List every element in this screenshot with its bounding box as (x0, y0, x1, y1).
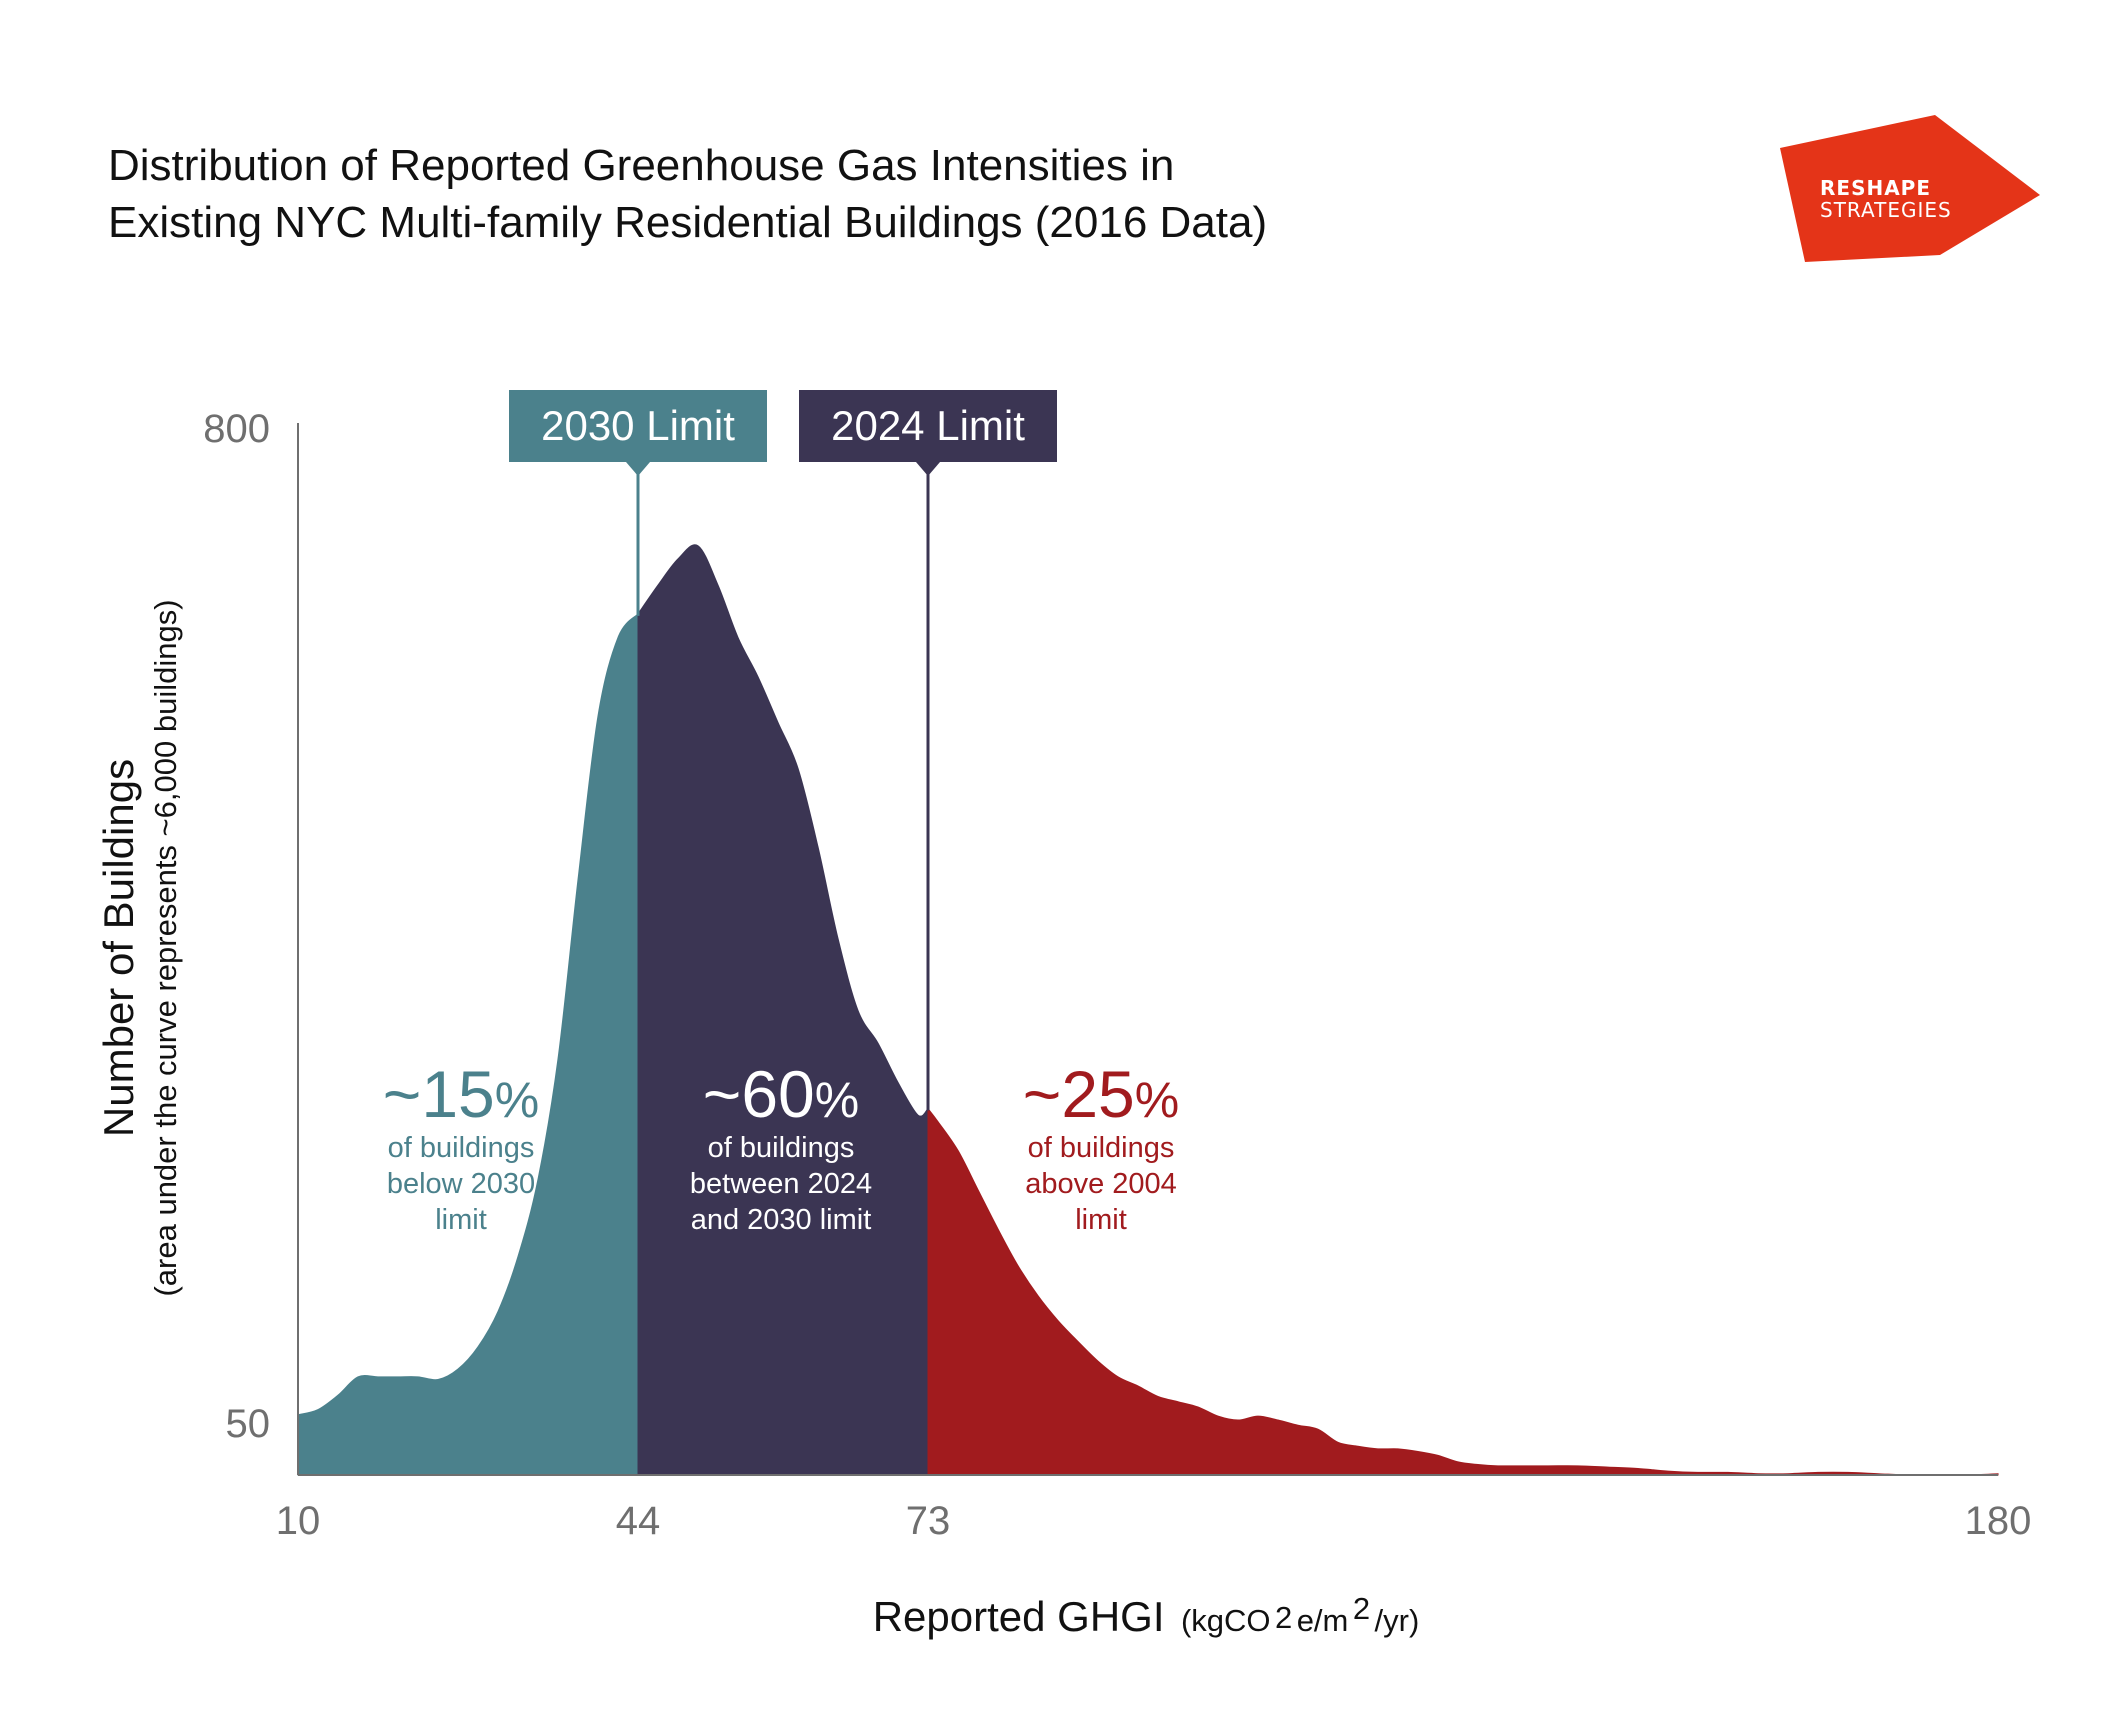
axes: 10 44 73 180 50 800 (203, 407, 2031, 1543)
region-label-above-2024-percent: ~25% (1023, 1057, 1179, 1131)
limit-2030-marker: 2030 Limit (509, 390, 767, 616)
logo-text-line-2: STRATEGIES (1820, 198, 1952, 222)
x-axis-unit-b: e/m (1297, 1603, 1349, 1638)
x-axis-unit-a: (kgCO (1181, 1603, 1271, 1638)
x-axis-unit-sub: 2 (1275, 1600, 1292, 1635)
x-axis-label: Reported GHGI (873, 1593, 1165, 1640)
region-label-below-2030-note-line-2: below 2030 (387, 1168, 535, 1200)
region-label-above-2024: ~25%of buildings above 2004 limit (1023, 1057, 1179, 1236)
limit-2030-label: 2030 Limit (541, 402, 735, 449)
region-label-below-2030-note-line-1: of buildings (388, 1132, 535, 1164)
logo-text-line-1: RESHAPE (1820, 176, 1931, 200)
y-axis-title: Number of Buildings (area under the curv… (95, 599, 183, 1296)
region-label-below-2030-note-line-3: limit (435, 1204, 487, 1236)
area-between-limits (637, 544, 929, 1476)
plot-area: 2030 Limit 2024 Limit ~15%of buildingsbel… (203, 390, 2031, 1543)
y-axis-sublabel: (area under the curve represents ~6,000 … (148, 599, 183, 1296)
limit-2030-pointer (626, 462, 650, 476)
x-tick-label-73: 73 (906, 1499, 951, 1543)
y-axis-label: Number of Buildings (95, 759, 142, 1137)
limit-2024-label-box (799, 390, 1057, 462)
x-tick-label-180: 180 (1965, 1499, 2032, 1543)
limit-markers: 2030 Limit 2024 Limit (509, 390, 1057, 1111)
x-axis-unit-sup: 2 (1353, 1591, 1370, 1626)
svg-text:Reported GHGI (kgCO: Reported GHGI (kgCO 2 e/m 2 /yr) (873, 1591, 1420, 1640)
region-label-below-2030-percent: ~15% (383, 1057, 539, 1131)
region-label-between: ~60%of buildings between 2024 and 2030 lim… (690, 1057, 872, 1236)
area-above-2024-limit (927, 1107, 1999, 1476)
area-below-2030-limit (297, 612, 639, 1476)
region-label-above-2024-note-line-3: limit (1075, 1204, 1127, 1236)
chart-title: Distribution of Reported Greenhouse Gas … (108, 141, 1267, 247)
region-label-between-note-line-3: and 2030 limit (691, 1204, 872, 1236)
region-label-between-note-line-1: of buildings (708, 1132, 855, 1164)
x-axis-unit-c: /yr) (1375, 1603, 1420, 1638)
region-label-between-note-line-2: between 2024 (690, 1168, 872, 1200)
region-label-above-2024-note-line-2: above 2004 (1025, 1168, 1177, 1200)
region-label-above-2024-note-line-1: of buildings (1028, 1132, 1175, 1164)
logo-arrow-shape (1780, 115, 2040, 262)
limit-2024-pointer (916, 462, 940, 476)
region-label-below-2030: ~15%of buildings below 2030 limit (383, 1057, 539, 1236)
distribution-areas (297, 544, 1999, 1476)
limit-2024-label: 2024 Limit (831, 402, 1025, 449)
x-tick-label-10: 10 (276, 1499, 321, 1543)
limit-2024-marker: 2024 Limit (799, 390, 1057, 1111)
x-tick-label-44: 44 (616, 1499, 661, 1543)
y-tick-label-800: 800 (203, 407, 270, 451)
region-label-between-percent: ~60% (703, 1057, 859, 1131)
chart-title-line-2: Existing NYC Multi-family Residential Bu… (108, 198, 1267, 247)
y-tick-label-50: 50 (226, 1402, 271, 1446)
x-axis-title: Reported GHGI (kgCO 2 e/m 2 /yr) (873, 1591, 1420, 1640)
chart-title-line-1: Distribution of Reported Greenhouse Gas … (108, 141, 1174, 190)
reshape-strategies-logo: RESHAPE STRATEGIES (1780, 115, 2040, 262)
limit-2030-label-box (509, 390, 767, 462)
